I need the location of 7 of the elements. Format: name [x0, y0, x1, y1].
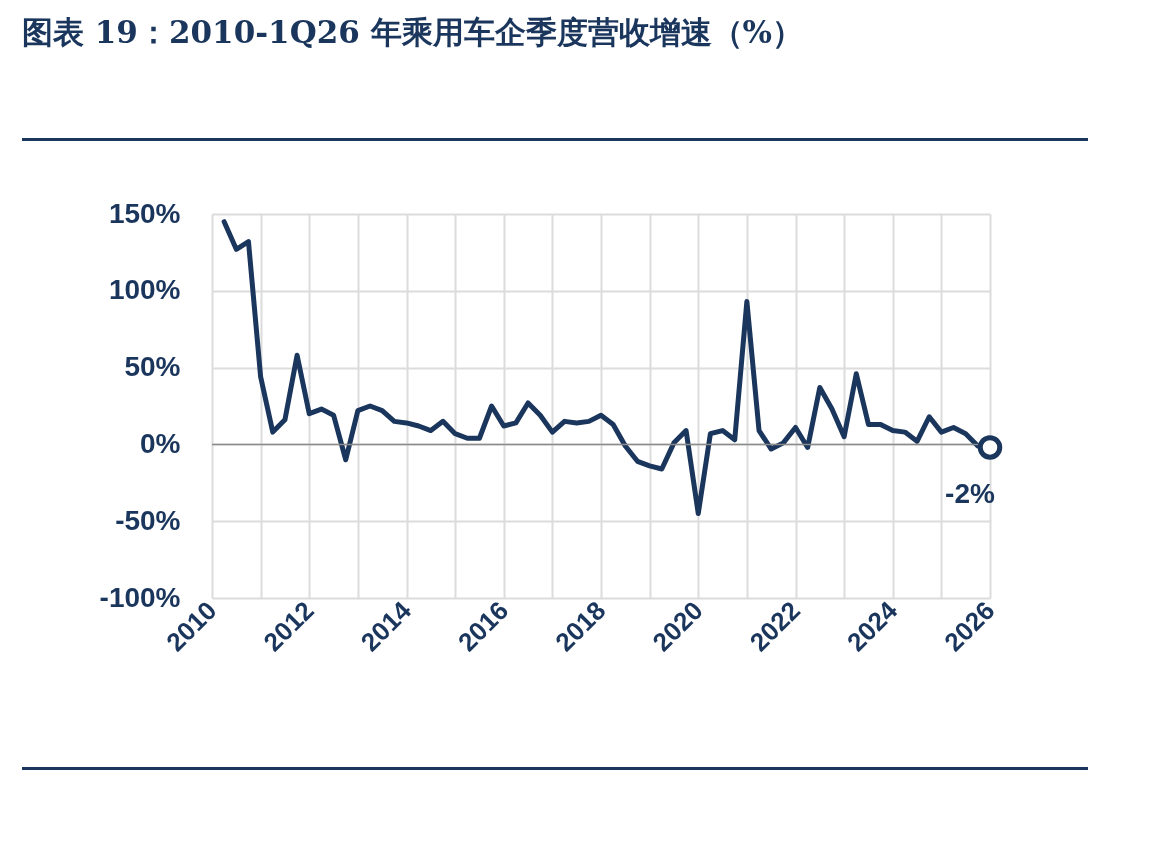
chart-title: 图表 19：2010-1Q26 年乘用车企季度营收增速（%） — [22, 13, 805, 52]
y-tick-label: 50% — [124, 351, 181, 383]
y-tick-label: 100% — [108, 274, 181, 306]
annotation: -2% — [945, 478, 995, 510]
y-tick-label: 150% — [108, 197, 181, 229]
y-tick-label: -50% — [115, 504, 181, 536]
y-tick-label: 0% — [140, 427, 181, 459]
